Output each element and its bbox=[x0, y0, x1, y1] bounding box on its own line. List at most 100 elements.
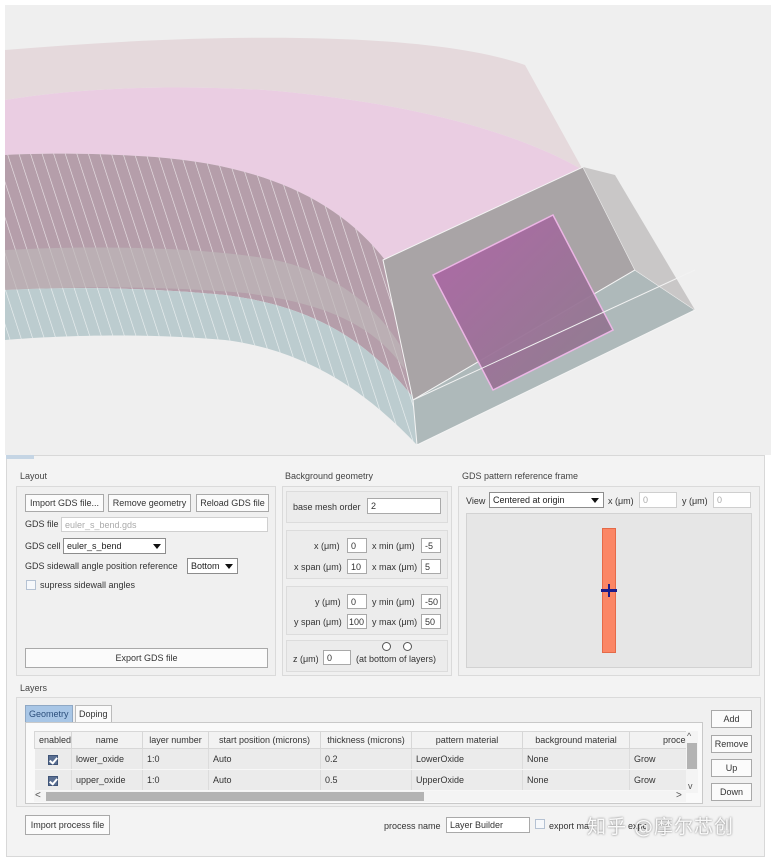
z-reference-radio-2[interactable] bbox=[403, 642, 412, 651]
remove-geometry-button[interactable]: Remove geometry bbox=[108, 494, 191, 512]
name-cell[interactable]: upper_oxide bbox=[71, 769, 143, 791]
process-cell[interactable]: Grow bbox=[629, 748, 695, 770]
column-header-enabled[interactable]: enabled bbox=[34, 731, 72, 749]
horizontal-scroll-thumb[interactable] bbox=[46, 792, 424, 801]
scroll-up-icon[interactable]: ^ bbox=[687, 731, 692, 741]
gds-file-field[interactable]: euler_s_bend.gds bbox=[61, 517, 268, 532]
horizontal-scrollbar[interactable]: < > bbox=[34, 790, 686, 802]
y-min-field[interactable]: -50 bbox=[421, 594, 441, 609]
view-label: View bbox=[466, 496, 486, 506]
frame-x-label: x (μm) bbox=[608, 496, 634, 506]
suppress-sidewall-checkbox[interactable] bbox=[26, 580, 36, 590]
y-span-label: y span (μm) bbox=[294, 617, 342, 627]
chevron-down-icon bbox=[225, 564, 233, 569]
frame-y-field[interactable]: 0 bbox=[713, 492, 751, 508]
sidewall-ref-value: Bottom bbox=[191, 561, 220, 571]
export-label-2: expo bbox=[628, 821, 648, 831]
panel-tab-indicator bbox=[6, 455, 34, 459]
x-span-field[interactable]: 10 bbox=[347, 559, 367, 574]
process-name-field[interactable]: Layer Builder bbox=[446, 817, 530, 833]
column-header-process[interactable]: proces bbox=[629, 731, 695, 749]
export-material-label: export ma bbox=[549, 821, 590, 831]
column-header-thickness[interactable]: thickness (microns) bbox=[320, 731, 412, 749]
layers-table: enabled name layer number start position… bbox=[25, 722, 703, 804]
thickness-cell[interactable]: 0.2 bbox=[320, 748, 412, 770]
z-subgroup bbox=[286, 640, 448, 672]
3d-viewport[interactable] bbox=[5, 5, 771, 455]
x-min-field[interactable]: -5 bbox=[421, 538, 441, 553]
z-field[interactable]: 0 bbox=[323, 650, 351, 665]
y-span-field[interactable]: 100 bbox=[347, 614, 367, 629]
y-min-label: y min (μm) bbox=[372, 597, 415, 607]
y-field[interactable]: 0 bbox=[347, 594, 367, 609]
base-mesh-order-field[interactable]: 2 bbox=[367, 498, 441, 514]
move-up-button[interactable]: Up bbox=[711, 759, 752, 777]
table-row[interactable]: lower_oxide 1:0 Auto 0.2 LowerOxide None… bbox=[34, 748, 695, 770]
x-min-label: x min (μm) bbox=[372, 541, 415, 551]
thickness-cell[interactable]: 0.5 bbox=[320, 769, 412, 791]
x-max-field[interactable]: 5 bbox=[421, 559, 441, 574]
add-layer-button[interactable]: Add bbox=[711, 710, 752, 728]
enabled-cell[interactable] bbox=[34, 748, 72, 770]
frame-x-field[interactable]: 0 bbox=[639, 492, 677, 508]
y-max-label: y max (μm) bbox=[372, 617, 418, 627]
y-label: y (μm) bbox=[315, 597, 341, 607]
z-label: z (μm) bbox=[293, 654, 319, 664]
suppress-sidewall-label: supress sidewall angles bbox=[40, 580, 136, 590]
enabled-cell[interactable] bbox=[34, 769, 72, 791]
y-max-field[interactable]: 50 bbox=[421, 614, 441, 629]
enabled-checkbox[interactable] bbox=[47, 776, 58, 786]
scroll-right-icon[interactable]: > bbox=[676, 790, 682, 801]
layers-title: Layers bbox=[20, 683, 48, 693]
frame-y-label: y (μm) bbox=[682, 496, 708, 506]
view-value: Centered at origin bbox=[493, 495, 565, 505]
column-header-layer-number[interactable]: layer number bbox=[142, 731, 209, 749]
start-position-cell[interactable]: Auto bbox=[208, 748, 321, 770]
watermark-text: 知乎 @摩尔芯创 bbox=[587, 816, 735, 838]
layer-number-cell[interactable]: 1:0 bbox=[142, 748, 209, 770]
column-header-background-material[interactable]: background material bbox=[522, 731, 630, 749]
gds-cell-select[interactable]: euler_s_bend bbox=[63, 538, 166, 554]
column-header-name[interactable]: name bbox=[71, 731, 143, 749]
z-reference-label: (at bottom of layers) bbox=[356, 654, 437, 664]
vertical-scroll-thumb[interactable] bbox=[687, 743, 697, 769]
vertical-scrollbar[interactable]: ^ v bbox=[686, 731, 698, 793]
sidewall-ref-select[interactable]: Bottom bbox=[187, 558, 238, 574]
import-process-button[interactable]: Import process file bbox=[25, 815, 110, 835]
process-name-label: process name bbox=[384, 821, 441, 831]
remove-layer-button[interactable]: Remove bbox=[711, 735, 752, 753]
reload-gds-button[interactable]: Reload GDS file bbox=[196, 494, 269, 512]
layout-title: Layout bbox=[20, 471, 48, 481]
pattern-material-cell[interactable]: LowerOxide bbox=[411, 748, 523, 770]
background-material-cell[interactable]: None bbox=[522, 769, 630, 791]
gds-file-label: GDS file bbox=[25, 519, 59, 529]
layer-number-cell[interactable]: 1:0 bbox=[142, 769, 209, 791]
pattern-material-cell[interactable]: UpperOxide bbox=[411, 769, 523, 791]
chevron-down-icon bbox=[153, 544, 161, 549]
tab-geometry[interactable]: Geometry bbox=[25, 705, 73, 722]
enabled-checkbox[interactable] bbox=[47, 755, 58, 765]
move-down-button[interactable]: Down bbox=[711, 783, 752, 801]
export-material-checkbox[interactable] bbox=[535, 819, 545, 829]
table-header-row: enabled name layer number start position… bbox=[34, 731, 695, 749]
x-span-label: x span (μm) bbox=[294, 562, 342, 572]
background-geometry-title: Background geometry bbox=[285, 471, 374, 481]
process-cell[interactable]: Grow bbox=[629, 769, 695, 791]
start-position-cell[interactable]: Auto bbox=[208, 769, 321, 791]
background-material-cell[interactable]: None bbox=[522, 748, 630, 770]
view-select[interactable]: Centered at origin bbox=[489, 492, 604, 508]
scroll-down-icon[interactable]: v bbox=[688, 781, 693, 791]
z-reference-radio-1[interactable] bbox=[382, 642, 391, 651]
chevron-down-icon bbox=[591, 498, 599, 503]
import-gds-button[interactable]: Import GDS file... bbox=[25, 494, 104, 512]
name-cell[interactable]: lower_oxide bbox=[71, 748, 143, 770]
export-gds-button[interactable]: Export GDS file bbox=[25, 648, 268, 668]
table-row[interactable]: upper_oxide 1:0 Auto 0.5 UpperOxide None… bbox=[34, 769, 695, 791]
x-field[interactable]: 0 bbox=[347, 538, 367, 553]
tab-doping[interactable]: Doping bbox=[75, 705, 112, 722]
scroll-left-icon[interactable]: < bbox=[35, 790, 41, 801]
column-header-pattern-material[interactable]: pattern material bbox=[411, 731, 523, 749]
base-mesh-order-label: base mesh order bbox=[293, 502, 361, 512]
column-header-start-position[interactable]: start position (microns) bbox=[208, 731, 321, 749]
gds-pattern-preview[interactable] bbox=[466, 513, 752, 668]
